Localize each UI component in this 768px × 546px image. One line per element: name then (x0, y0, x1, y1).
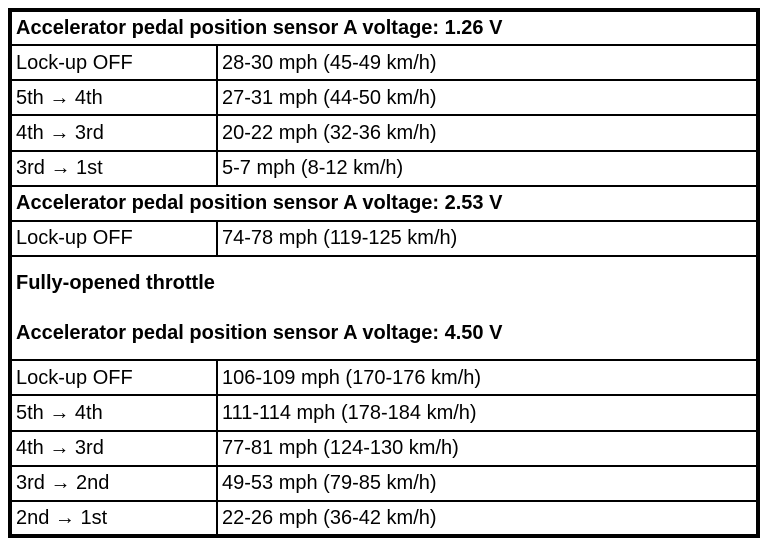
condition-cell: 4th → 3rd (9, 429, 218, 467)
table-row: Accelerator pedal position sensor A volt… (9, 184, 759, 222)
value-cell: 77-81 mph (124-130 km/h) (216, 429, 759, 467)
table-row: Lock-up OFF 74-78 mph (119-125 km/h) (9, 219, 759, 257)
table-row: 3rd → 1st 5-7 mph (8-12 km/h) (9, 149, 759, 187)
value-cell: 49-53 mph (79-85 km/h) (216, 464, 759, 502)
section-header-voltage-1: Accelerator pedal position sensor A volt… (9, 8, 759, 47)
condition-cell: Lock-up OFF (9, 359, 218, 397)
table-row: Lock-up OFF 28-30 mph (45-49 km/h) (9, 44, 759, 82)
condition-cell: 5th → 4th (9, 394, 218, 432)
table-row: 2nd → 1st 22-26 mph (36-42 km/h) (9, 499, 759, 538)
condition-cell: Lock-up OFF (9, 44, 218, 82)
condition-cell: 5th → 4th (9, 79, 218, 117)
voltage-label: Accelerator pedal position sensor A volt… (16, 322, 503, 345)
condition-cell: 4th → 3rd (9, 114, 218, 152)
value-cell: 28-30 mph (45-49 km/h) (216, 44, 759, 82)
table-row: 4th → 3rd 77-81 mph (124-130 km/h) (9, 429, 759, 467)
value-cell: 5-7 mph (8-12 km/h) (216, 149, 759, 187)
value-cell: 106-109 mph (170-176 km/h) (216, 359, 759, 397)
condition-cell: 2nd → 1st (9, 499, 218, 538)
value-cell: 27-31 mph (44-50 km/h) (216, 79, 759, 117)
table-row: 5th → 4th 27-31 mph (44-50 km/h) (9, 79, 759, 117)
value-cell: 22-26 mph (36-42 km/h) (216, 499, 759, 538)
table-row: 5th → 4th 111-114 mph (178-184 km/h) (9, 394, 759, 432)
value-cell: 20-22 mph (32-36 km/h) (216, 114, 759, 152)
section-header-voltage-3: Fully-opened throttle Accelerator pedal … (9, 254, 759, 362)
condition-cell: 3rd → 1st (9, 149, 218, 187)
value-cell: 111-114 mph (178-184 km/h) (216, 394, 759, 432)
shift-speed-table: Accelerator pedal position sensor A volt… (8, 8, 760, 538)
condition-cell: 3rd → 2nd (9, 464, 218, 502)
table-row: Fully-opened throttle Accelerator pedal … (9, 254, 759, 362)
table-row: 3rd → 2nd 49-53 mph (79-85 km/h) (9, 464, 759, 502)
throttle-state-label: Fully-opened throttle (16, 272, 215, 295)
condition-cell: Lock-up OFF (9, 219, 218, 257)
value-cell: 74-78 mph (119-125 km/h) (216, 219, 759, 257)
table-row: Accelerator pedal position sensor A volt… (9, 8, 759, 47)
table-row: Lock-up OFF 106-109 mph (170-176 km/h) (9, 359, 759, 397)
table-row: 4th → 3rd 20-22 mph (32-36 km/h) (9, 114, 759, 152)
section-header-voltage-2: Accelerator pedal position sensor A volt… (9, 184, 759, 222)
